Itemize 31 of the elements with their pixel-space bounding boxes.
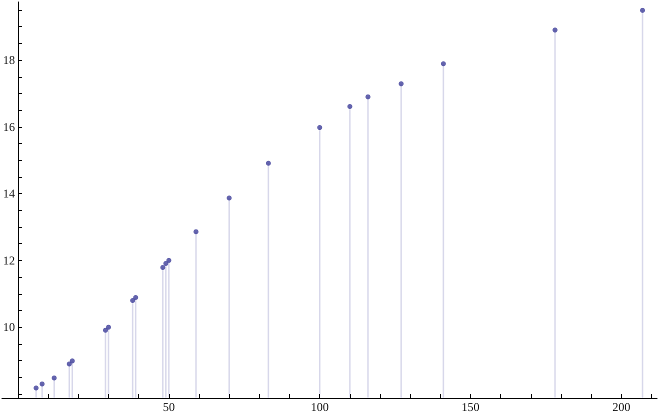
point xyxy=(40,381,45,386)
point xyxy=(194,229,198,234)
point xyxy=(160,264,166,270)
point xyxy=(130,298,136,303)
point xyxy=(70,358,75,364)
point xyxy=(552,28,558,33)
point xyxy=(106,324,111,330)
point xyxy=(266,160,271,166)
point xyxy=(133,295,138,300)
point xyxy=(317,125,322,130)
point xyxy=(102,328,108,333)
point xyxy=(166,258,172,263)
point xyxy=(440,61,446,66)
y-tick-label: 16 xyxy=(2,120,15,134)
point xyxy=(640,8,646,13)
x-tick-label: 100 xyxy=(310,400,329,414)
x-tick-label: 200 xyxy=(612,400,630,414)
point xyxy=(34,385,39,390)
y-tick-label: 14 xyxy=(2,186,15,201)
point xyxy=(347,104,352,110)
x-tick-label: 50 xyxy=(162,400,175,414)
point xyxy=(398,81,404,86)
point xyxy=(226,196,232,200)
point xyxy=(52,375,57,380)
y-tick-label: 12 xyxy=(2,253,15,268)
x-tick-label: 150 xyxy=(462,400,480,414)
y-tick-label: 18 xyxy=(2,53,15,68)
point xyxy=(163,260,168,266)
point xyxy=(365,94,370,100)
y-tick-label: 10 xyxy=(2,320,15,334)
point xyxy=(66,361,72,366)
